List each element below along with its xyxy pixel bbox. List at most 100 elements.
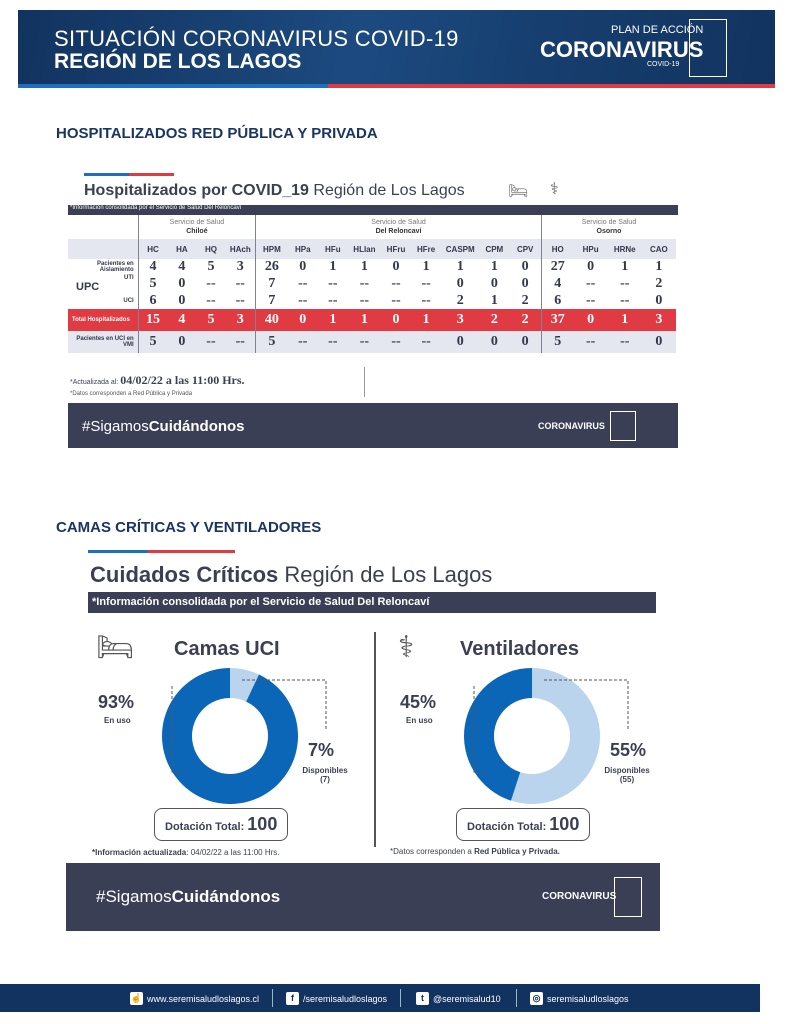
cell-value: -- [391,293,401,308]
table-row: UCI 6 0 -- -- 7 -- -- -- -- -- 2 1 2 6 -- -- 0 [68,293,676,309]
cell-value: -- [328,293,338,308]
leader-line-in-use [171,686,186,773]
cell-value: 1 [360,259,368,274]
column-header: CPM [479,239,510,259]
column-header: HA [167,239,197,259]
accent-bar [88,550,235,553]
column-header: HFru [380,239,412,259]
cell-value: 0 [587,259,595,274]
divider [374,632,376,847]
cell-value: 4 [540,275,574,293]
facebook-icon: f [286,992,299,1005]
cell-value: 7 [255,293,288,309]
cell-value: 5 [137,275,168,293]
twitter-icon: t [416,992,429,1005]
cell-value: 1 [621,259,629,274]
coronavirus-logo: CORONAVIRUS [542,891,617,902]
cell-value: -- [391,276,401,291]
cell-value: 37 [540,309,574,331]
column-header: CPV [509,239,542,259]
hashtag-band: #SigamosCuidándonos CORONAVIRUS [66,863,660,931]
cell-value: 1 [490,293,498,308]
cell-value: 7 [255,275,288,293]
cell-value: 5 [207,259,215,274]
cell-value: 0 [490,276,498,291]
cell-value: 2 [521,293,529,308]
cell-value: 1 [317,309,348,331]
column-header: CASPM [441,239,480,259]
row-label: Pacientes en Aislamiento [97,261,134,273]
cell-value: 5 [540,331,574,353]
updated-note: *Información actualizada: 04/02/22 a las… [92,848,280,857]
footer-instagram-link[interactable]: ◎ seremisaludloslagos [530,992,629,1005]
cell-value: -- [298,276,308,291]
cell-value: 5 [137,331,168,353]
cell-value: -- [287,331,318,353]
cell-value: 26 [255,259,288,275]
hashtag: #SigamosCuidándonos [82,418,245,435]
section-heading-camas: CAMAS CRÍTICAS Y VENTILADORES [56,519,322,536]
column-header: HRNe [607,239,642,259]
cell-value: -- [359,293,370,308]
seremi-seal-logo [610,411,636,441]
cell-value: -- [206,276,216,291]
cell-value: 0 [178,276,186,291]
column-header: HC [137,239,168,259]
cell-value: 0 [521,276,529,291]
footer-web-link[interactable]: ☝ www.seremisaludloslagos.cl [130,992,260,1005]
column-header: HPM [255,239,288,259]
footer-facebook-link[interactable]: f/seremisaludloslagos [286,992,387,1005]
column-header: HO [540,239,574,259]
cuidados-criticos-card: Cuidados Críticos Región de Los Lagos *I… [66,550,660,931]
ventilator-icon: ⚕ [550,181,559,198]
footer-bar: ☝ www.seremisaludloslagos.cl f/seremisalu… [0,984,760,1012]
cell-value: 4 [167,309,197,331]
cell-value: -- [196,331,226,353]
cell-value: -- [225,331,256,353]
column-header: CAO [641,239,676,259]
footer-twitter-link[interactable]: t @seremisalud10 [416,992,501,1005]
cell-value: 1 [607,309,642,331]
cell-value: 0 [479,331,510,353]
section-heading-hospitalizados: HOSPITALIZADOS RED PÚBLICA Y PRIVADA [56,125,378,142]
cell-value: 27 [540,259,574,275]
leader-line-available [544,679,629,730]
header-title-line2: REGIÓN DE LOS LAGOS [54,50,302,73]
cell-value: 4 [178,259,186,274]
cell-value: 0 [167,331,197,353]
table-row: UPC UTI 5 0 -- -- 7 -- -- -- -- -- 0 0 0 4 -- -- 2 [68,275,676,293]
total-box: Dotación Total: 100 [154,808,289,841]
cell-value: 0 [392,259,400,274]
cell-value: -- [573,331,608,353]
donut-segment-available [230,668,259,702]
accent-bar [84,173,174,176]
cell-value: -- [421,293,431,308]
card-title: Cuidados Críticos Región de Los Lagos [90,562,493,587]
cell-value: 2 [456,293,464,308]
hospitalizados-card: Hospitalizados por COVID_19 Región de Lo… [68,173,678,448]
cell-value: 0 [655,293,663,308]
leader-line-in-use [473,686,488,773]
cell-value: -- [585,293,596,308]
cell-value: 1 [456,259,464,274]
cell-value: 4 [137,259,168,275]
used-percent: 93% [98,692,135,712]
abbreviation-legend [364,367,674,397]
hospitalized-table: Servicio de Salud Chiloé Servicio de Salud… [68,215,676,353]
cell-value: 3 [225,309,256,331]
used-label: En uso [104,716,131,725]
used-label: En uso [406,716,433,725]
cell-value: -- [620,293,630,308]
column-header: HAch [225,239,256,259]
cell-value: 15 [137,309,168,331]
column-header: HLlan [347,239,381,259]
cell-value: 1 [490,259,498,274]
blue-stripe [18,84,328,88]
cell-value: 5 [255,331,288,353]
service-header: Servicio de Salud Osorno [540,215,676,239]
column-header: HQ [196,239,226,259]
cell-value: -- [411,331,442,353]
card-title: Hospitalizados por COVID_19 Región de Lo… [84,182,465,199]
seremi-seal-logo [689,19,727,77]
info-bar: *Información consolidada por el Servicio… [68,205,678,215]
